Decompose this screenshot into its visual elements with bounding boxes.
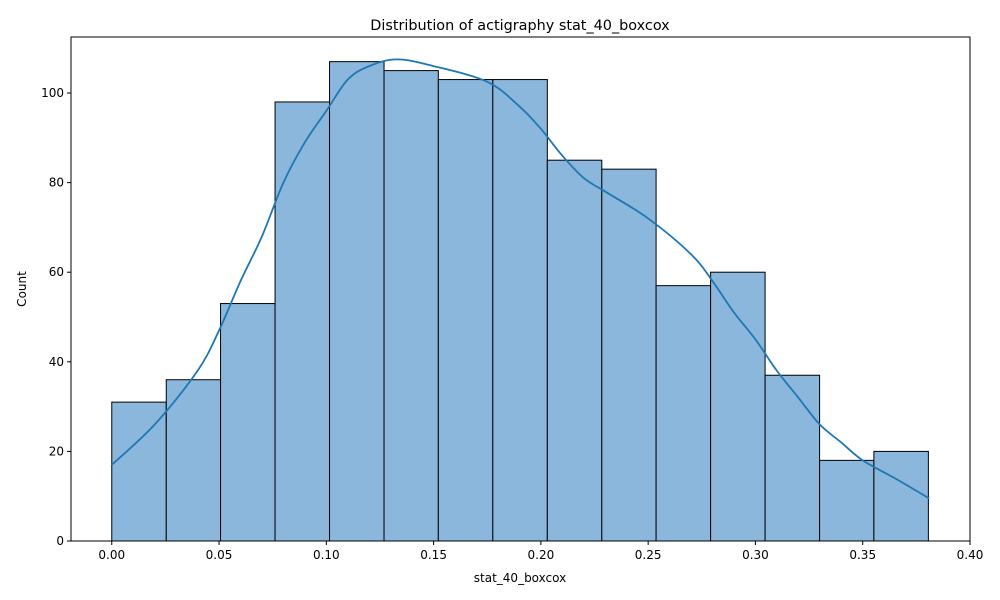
x-tick-label: 0.05 xyxy=(206,548,233,562)
y-tick-label: 40 xyxy=(49,355,64,369)
x-tick-label: 0.25 xyxy=(635,548,662,562)
histogram-bar xyxy=(111,401,167,542)
histogram-bar xyxy=(710,271,766,542)
histogram-bar xyxy=(383,70,439,542)
histogram-bar xyxy=(329,61,385,542)
histogram-bar xyxy=(220,303,276,542)
kde-layer xyxy=(111,58,930,500)
ticks-layer: 0.00 0.05 0.10 0.15 0.20 0.25 0.30 0.35 0.40 0 20 4… xyxy=(41,86,983,562)
x-axis-label: stat_40_boxcox xyxy=(474,571,566,585)
y-tick-label: 20 xyxy=(49,444,64,458)
bars-layer xyxy=(111,61,929,542)
chart-title: Distribution of actigraphy stat_40_boxco… xyxy=(370,18,670,34)
histogram-bar xyxy=(165,379,222,542)
y-tick-label: 100 xyxy=(41,86,64,100)
x-tick-label: 0.40 xyxy=(957,548,984,562)
histogram-bar xyxy=(764,374,821,542)
histogram-bar xyxy=(655,285,712,542)
histogram-bar xyxy=(492,79,548,542)
x-tick-label: 0.10 xyxy=(313,548,340,562)
x-tick-label: 0.20 xyxy=(528,548,555,562)
histogram-bar xyxy=(601,168,657,542)
y-tick-label: 0 xyxy=(56,534,64,548)
y-axis-label: Count xyxy=(15,271,29,307)
y-tick-label: 80 xyxy=(49,176,64,190)
x-tick-label: 0.35 xyxy=(849,548,876,562)
x-tick-label: 0.30 xyxy=(742,548,769,562)
axes-layer xyxy=(70,36,971,542)
x-tick-label: 0.15 xyxy=(420,548,447,562)
kde-curve xyxy=(111,58,930,500)
histogram-bar xyxy=(274,101,331,542)
histogram-bar xyxy=(437,79,494,542)
x-tick-label: 0.00 xyxy=(98,548,125,562)
y-tick-label: 60 xyxy=(49,265,64,279)
histogram-bar xyxy=(819,459,875,542)
plot-frame xyxy=(70,36,971,542)
histogram-bar xyxy=(546,159,603,542)
histogram-bar xyxy=(873,450,929,542)
